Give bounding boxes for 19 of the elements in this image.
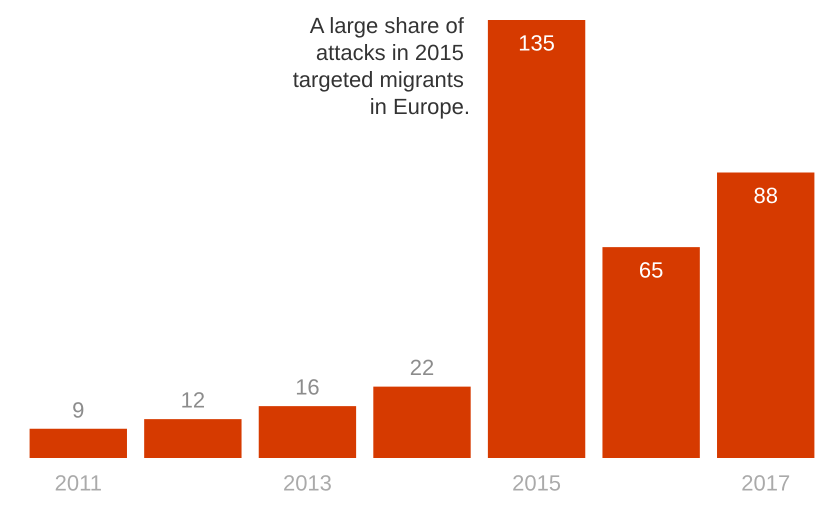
x-tick-label: 2013 (282, 470, 332, 496)
data-label: 9 (72, 397, 84, 422)
data-label: 16 (295, 374, 320, 400)
x-tick-label: 2017 (741, 470, 790, 496)
bar (30, 428, 127, 458)
bar (602, 247, 700, 458)
data-label: 135 (518, 30, 555, 56)
bar (717, 172, 814, 458)
bar (488, 20, 586, 458)
bar (144, 419, 242, 458)
bar (373, 386, 471, 458)
x-tick-label: 2011 (54, 470, 102, 496)
data-label: 12 (180, 388, 206, 413)
data-label: 22 (410, 355, 434, 380)
data-label: 65 (638, 258, 664, 283)
x-tick-label: 2015 (512, 470, 562, 496)
data-label: 88 (753, 182, 778, 208)
bar (258, 406, 356, 458)
annotation: A large share of attacks in 2015 targeted migrants in Europe. (292, 13, 470, 119)
